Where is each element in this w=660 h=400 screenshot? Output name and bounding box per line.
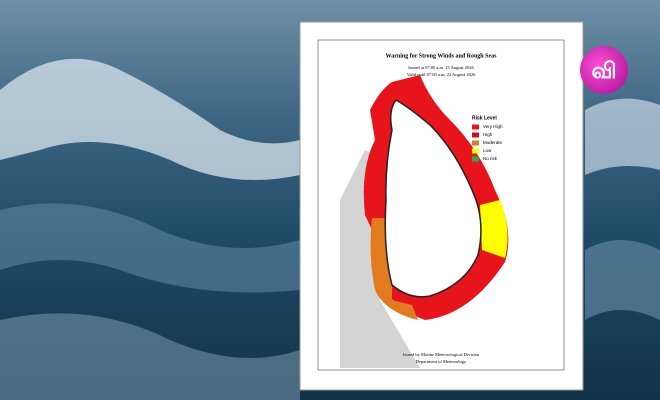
legend: Risk Level Very High High Moderate Low No ri… <box>472 115 503 162</box>
legend-swatch <box>472 132 479 138</box>
legend-label: Moderate <box>483 140 503 145</box>
legend-swatch <box>472 140 479 146</box>
wave <box>0 313 300 400</box>
legend-label: Low <box>483 148 492 153</box>
logo-text: வி <box>591 59 616 84</box>
legend-label: Very High <box>483 124 503 129</box>
warning-map: Warning for Strong Winds and Rough Seas … <box>299 21 584 391</box>
wave-crest <box>585 98 660 175</box>
wave <box>0 203 300 293</box>
valid-time: Valid until 07.00 a.m. 22 August 2026 <box>407 72 476 77</box>
legend-swatch <box>472 148 479 154</box>
legend-swatch <box>472 156 479 162</box>
island <box>384 99 482 298</box>
legend-label: High <box>483 132 493 137</box>
channel-logo <box>580 46 628 94</box>
risk-zone-low <box>480 200 508 258</box>
footer-line: Department of Meteorology <box>416 359 467 364</box>
wave <box>585 240 660 320</box>
risk-zone-moderate <box>370 218 418 320</box>
issued-time: Issued at 07.00 a.m. 15 August 2026 <box>408 65 474 70</box>
wave-crest <box>0 58 300 180</box>
map-title: Warning for Strong Winds and Rough Seas <box>386 53 498 59</box>
legend-swatch <box>472 124 479 130</box>
legend-title: Risk Level <box>472 115 497 121</box>
footer-line: Issued by Marine Meteorological Division <box>403 352 480 357</box>
legend-label: No risk <box>483 156 498 161</box>
map-frame <box>317 39 565 371</box>
